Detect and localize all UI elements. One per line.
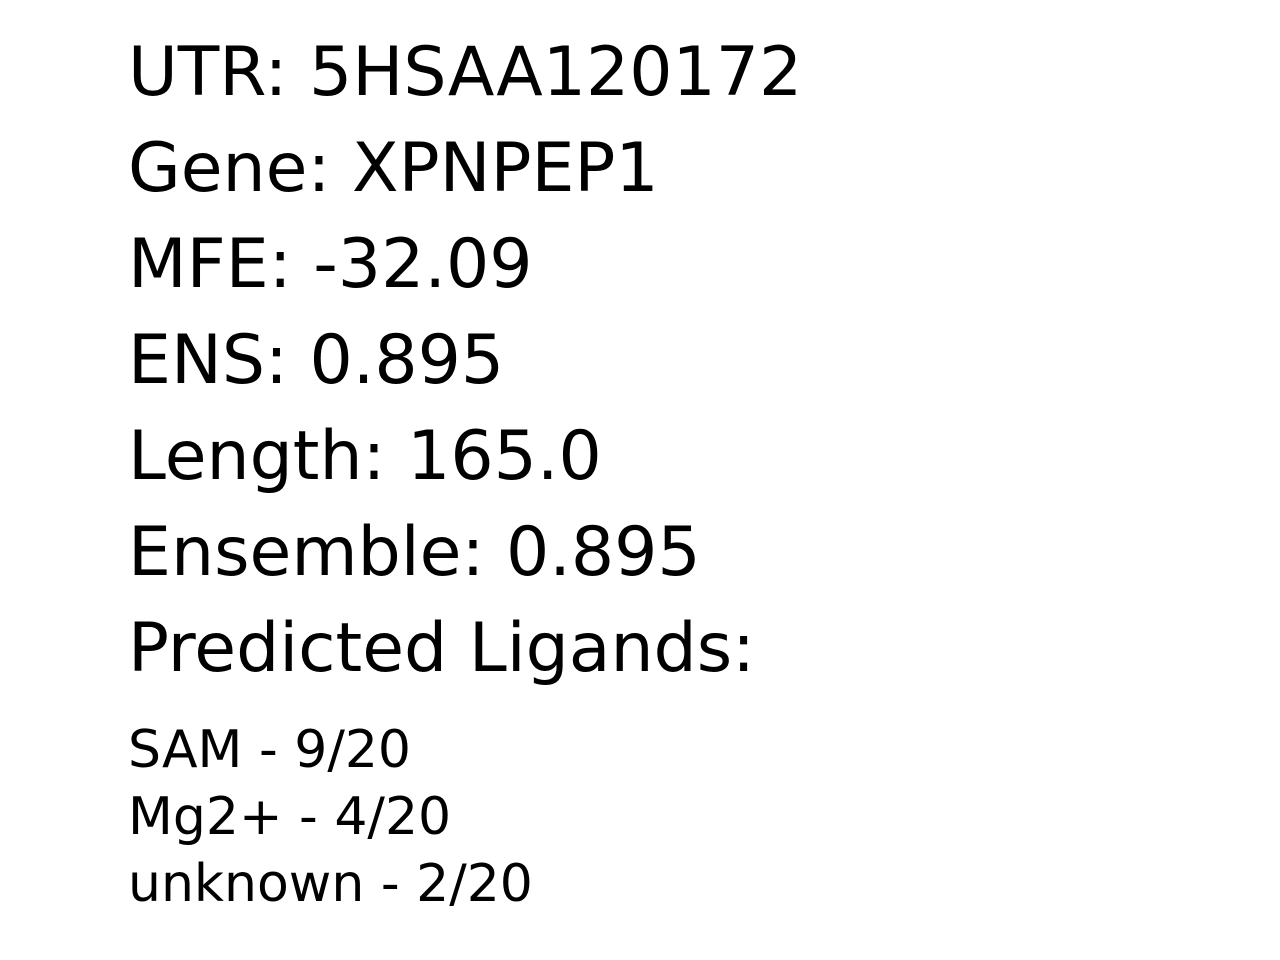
mfe-line: MFE: -32.09 xyxy=(128,225,533,304)
predicted-ligands-heading: Predicted Ligands: xyxy=(128,609,756,688)
ligand-item: SAM - 9/20 xyxy=(128,720,412,780)
ligand-item: unknown - 2/20 xyxy=(128,854,533,914)
utr-id-line: UTR: 5HSAA120172 xyxy=(128,33,803,112)
ens-line: ENS: 0.895 xyxy=(128,321,505,400)
ensemble-line: Ensemble: 0.895 xyxy=(128,513,701,592)
gene-line: Gene: XPNPEP1 xyxy=(128,129,659,208)
length-line: Length: 165.0 xyxy=(128,417,602,496)
ligand-item: Mg2+ - 4/20 xyxy=(128,787,452,847)
